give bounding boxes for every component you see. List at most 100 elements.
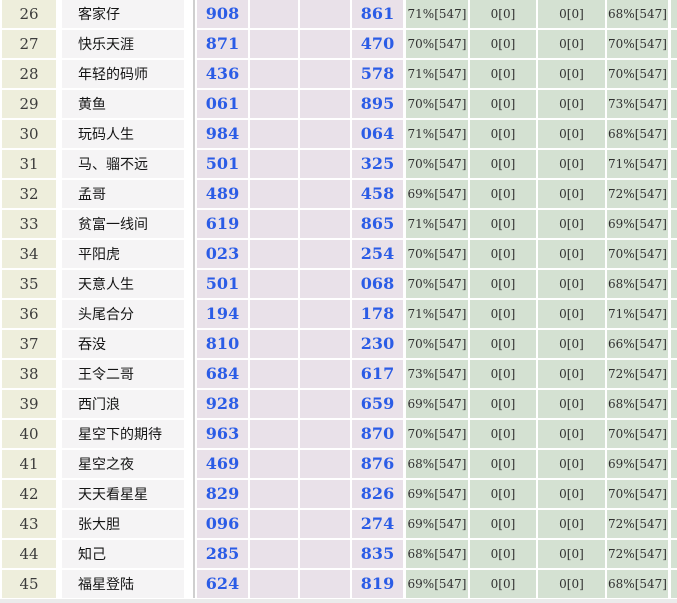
stat-cell-2: 0[0] xyxy=(470,300,536,328)
column-divider xyxy=(193,0,195,598)
stat-cell-3: 0[0] xyxy=(538,180,605,208)
stat-cell-1: 71%[547] xyxy=(406,60,468,88)
member-name-cell: 头尾合分 xyxy=(62,300,184,328)
stat-cell-1: 71%[547] xyxy=(406,0,468,28)
spacer-cell-1 xyxy=(250,420,298,448)
spacer-cell-1 xyxy=(250,390,298,418)
spacer-cell-2 xyxy=(300,390,350,418)
stat-cell-3: 0[0] xyxy=(538,450,605,478)
pick-a-cell: 619 xyxy=(197,210,248,238)
stat-cell-2: 0[0] xyxy=(470,150,536,178)
pick-b-cell: 659 xyxy=(352,390,403,418)
stat-cell-3: 0[0] xyxy=(538,480,605,508)
spacer-cell-1 xyxy=(250,120,298,148)
clipped-stat-cell xyxy=(671,480,677,508)
table-row: 33 贫富一线间 619 865 71%[547] 0[0] 0[0] 69%[547] xyxy=(0,210,677,238)
row-number-cell: 36 xyxy=(2,300,56,328)
table-row: 45 福星登陆 624 819 69%[547] 0[0] 0[0] 68%[547] xyxy=(0,570,677,598)
pick-b-cell: 826 xyxy=(352,480,403,508)
stat-cell-4: 70%[547] xyxy=(607,480,668,508)
stat-cell-1: 69%[547] xyxy=(406,180,468,208)
stat-cell-3: 0[0] xyxy=(538,270,605,298)
spacer-cell-2 xyxy=(300,30,350,58)
table-row: 31 马、骝不远 501 325 70%[547] 0[0] 0[0] 71%[547] xyxy=(0,150,677,178)
stat-cell-2: 0[0] xyxy=(470,390,536,418)
pick-b-cell: 835 xyxy=(352,540,403,568)
row-number-cell: 39 xyxy=(2,390,56,418)
spacer-cell-1 xyxy=(250,150,298,178)
stat-cell-4: 73%[547] xyxy=(607,90,668,118)
clipped-stat-cell xyxy=(671,300,677,328)
row-number-cell: 37 xyxy=(2,330,56,358)
pick-b-cell: 068 xyxy=(352,270,403,298)
stat-cell-1: 69%[547] xyxy=(406,510,468,538)
stat-cell-2: 0[0] xyxy=(470,240,536,268)
pick-b-cell: 876 xyxy=(352,450,403,478)
table-row: 41 星空之夜 469 876 68%[547] 0[0] 0[0] 69%[547] xyxy=(0,450,677,478)
pick-a-cell: 096 xyxy=(197,510,248,538)
member-name-cell: 天意人生 xyxy=(62,270,184,298)
row-number-cell: 44 xyxy=(2,540,56,568)
pick-b-cell: 617 xyxy=(352,360,403,388)
spacer-cell-1 xyxy=(250,240,298,268)
stat-cell-3: 0[0] xyxy=(538,330,605,358)
pick-a-cell: 984 xyxy=(197,120,248,148)
stat-cell-3: 0[0] xyxy=(538,240,605,268)
stat-cell-1: 70%[547] xyxy=(406,90,468,118)
pick-b-cell: 458 xyxy=(352,180,403,208)
member-name-cell: 知己 xyxy=(62,540,184,568)
spacer-cell-1 xyxy=(250,0,298,28)
row-number-cell: 32 xyxy=(2,180,56,208)
spacer-cell-2 xyxy=(300,240,350,268)
pick-b-cell: 865 xyxy=(352,210,403,238)
pick-b-cell: 578 xyxy=(352,60,403,88)
spacer-cell-1 xyxy=(250,570,298,598)
spacer-cell-2 xyxy=(300,450,350,478)
pick-b-cell: 819 xyxy=(352,570,403,598)
stat-cell-2: 0[0] xyxy=(470,0,536,28)
spacer-cell-2 xyxy=(300,90,350,118)
stat-cell-1: 71%[547] xyxy=(406,210,468,238)
row-number-cell: 45 xyxy=(2,570,56,598)
table-row: 34 平阳虎 023 254 70%[547] 0[0] 0[0] 70%[547] xyxy=(0,240,677,268)
stat-cell-2: 0[0] xyxy=(470,450,536,478)
spacer-cell-2 xyxy=(300,510,350,538)
spacer-cell-2 xyxy=(300,150,350,178)
bottom-strip xyxy=(0,599,677,603)
pick-b-cell: 861 xyxy=(352,0,403,28)
stat-cell-3: 0[0] xyxy=(538,360,605,388)
stat-cell-1: 73%[547] xyxy=(406,360,468,388)
row-number-cell: 27 xyxy=(2,30,56,58)
row-number-cell: 40 xyxy=(2,420,56,448)
stat-cell-4: 71%[547] xyxy=(607,300,668,328)
table-row: 42 天天看星星 829 826 69%[547] 0[0] 0[0] 70%[547] xyxy=(0,480,677,508)
spacer-cell-2 xyxy=(300,0,350,28)
stat-cell-4: 70%[547] xyxy=(607,60,668,88)
spacer-cell-2 xyxy=(300,300,350,328)
stat-cell-3: 0[0] xyxy=(538,150,605,178)
spacer-cell-2 xyxy=(300,420,350,448)
stat-cell-3: 0[0] xyxy=(538,510,605,538)
stat-cell-2: 0[0] xyxy=(470,540,536,568)
row-number-cell: 43 xyxy=(2,510,56,538)
table-row: 32 孟哥 489 458 69%[547] 0[0] 0[0] 72%[547] xyxy=(0,180,677,208)
clipped-stat-cell xyxy=(671,330,677,358)
pick-b-cell: 254 xyxy=(352,240,403,268)
table-row: 39 西门浪 928 659 69%[547] 0[0] 0[0] 68%[547] xyxy=(0,390,677,418)
spacer-cell-1 xyxy=(250,60,298,88)
row-number-cell: 26 xyxy=(2,0,56,28)
clipped-stat-cell xyxy=(671,450,677,478)
row-number-cell: 28 xyxy=(2,60,56,88)
clipped-stat-cell xyxy=(671,540,677,568)
row-number-cell: 35 xyxy=(2,270,56,298)
table-row: 36 头尾合分 194 178 71%[547] 0[0] 0[0] 71%[547] xyxy=(0,300,677,328)
stat-cell-2: 0[0] xyxy=(470,30,536,58)
stat-cell-4: 68%[547] xyxy=(607,270,668,298)
clipped-stat-cell xyxy=(671,270,677,298)
stat-cell-2: 0[0] xyxy=(470,180,536,208)
table-row: 37 吞没 810 230 70%[547] 0[0] 0[0] 66%[547] xyxy=(0,330,677,358)
clipped-stat-cell xyxy=(671,360,677,388)
clipped-stat-cell xyxy=(671,240,677,268)
stat-cell-4: 66%[547] xyxy=(607,330,668,358)
stat-cell-4: 68%[547] xyxy=(607,570,668,598)
